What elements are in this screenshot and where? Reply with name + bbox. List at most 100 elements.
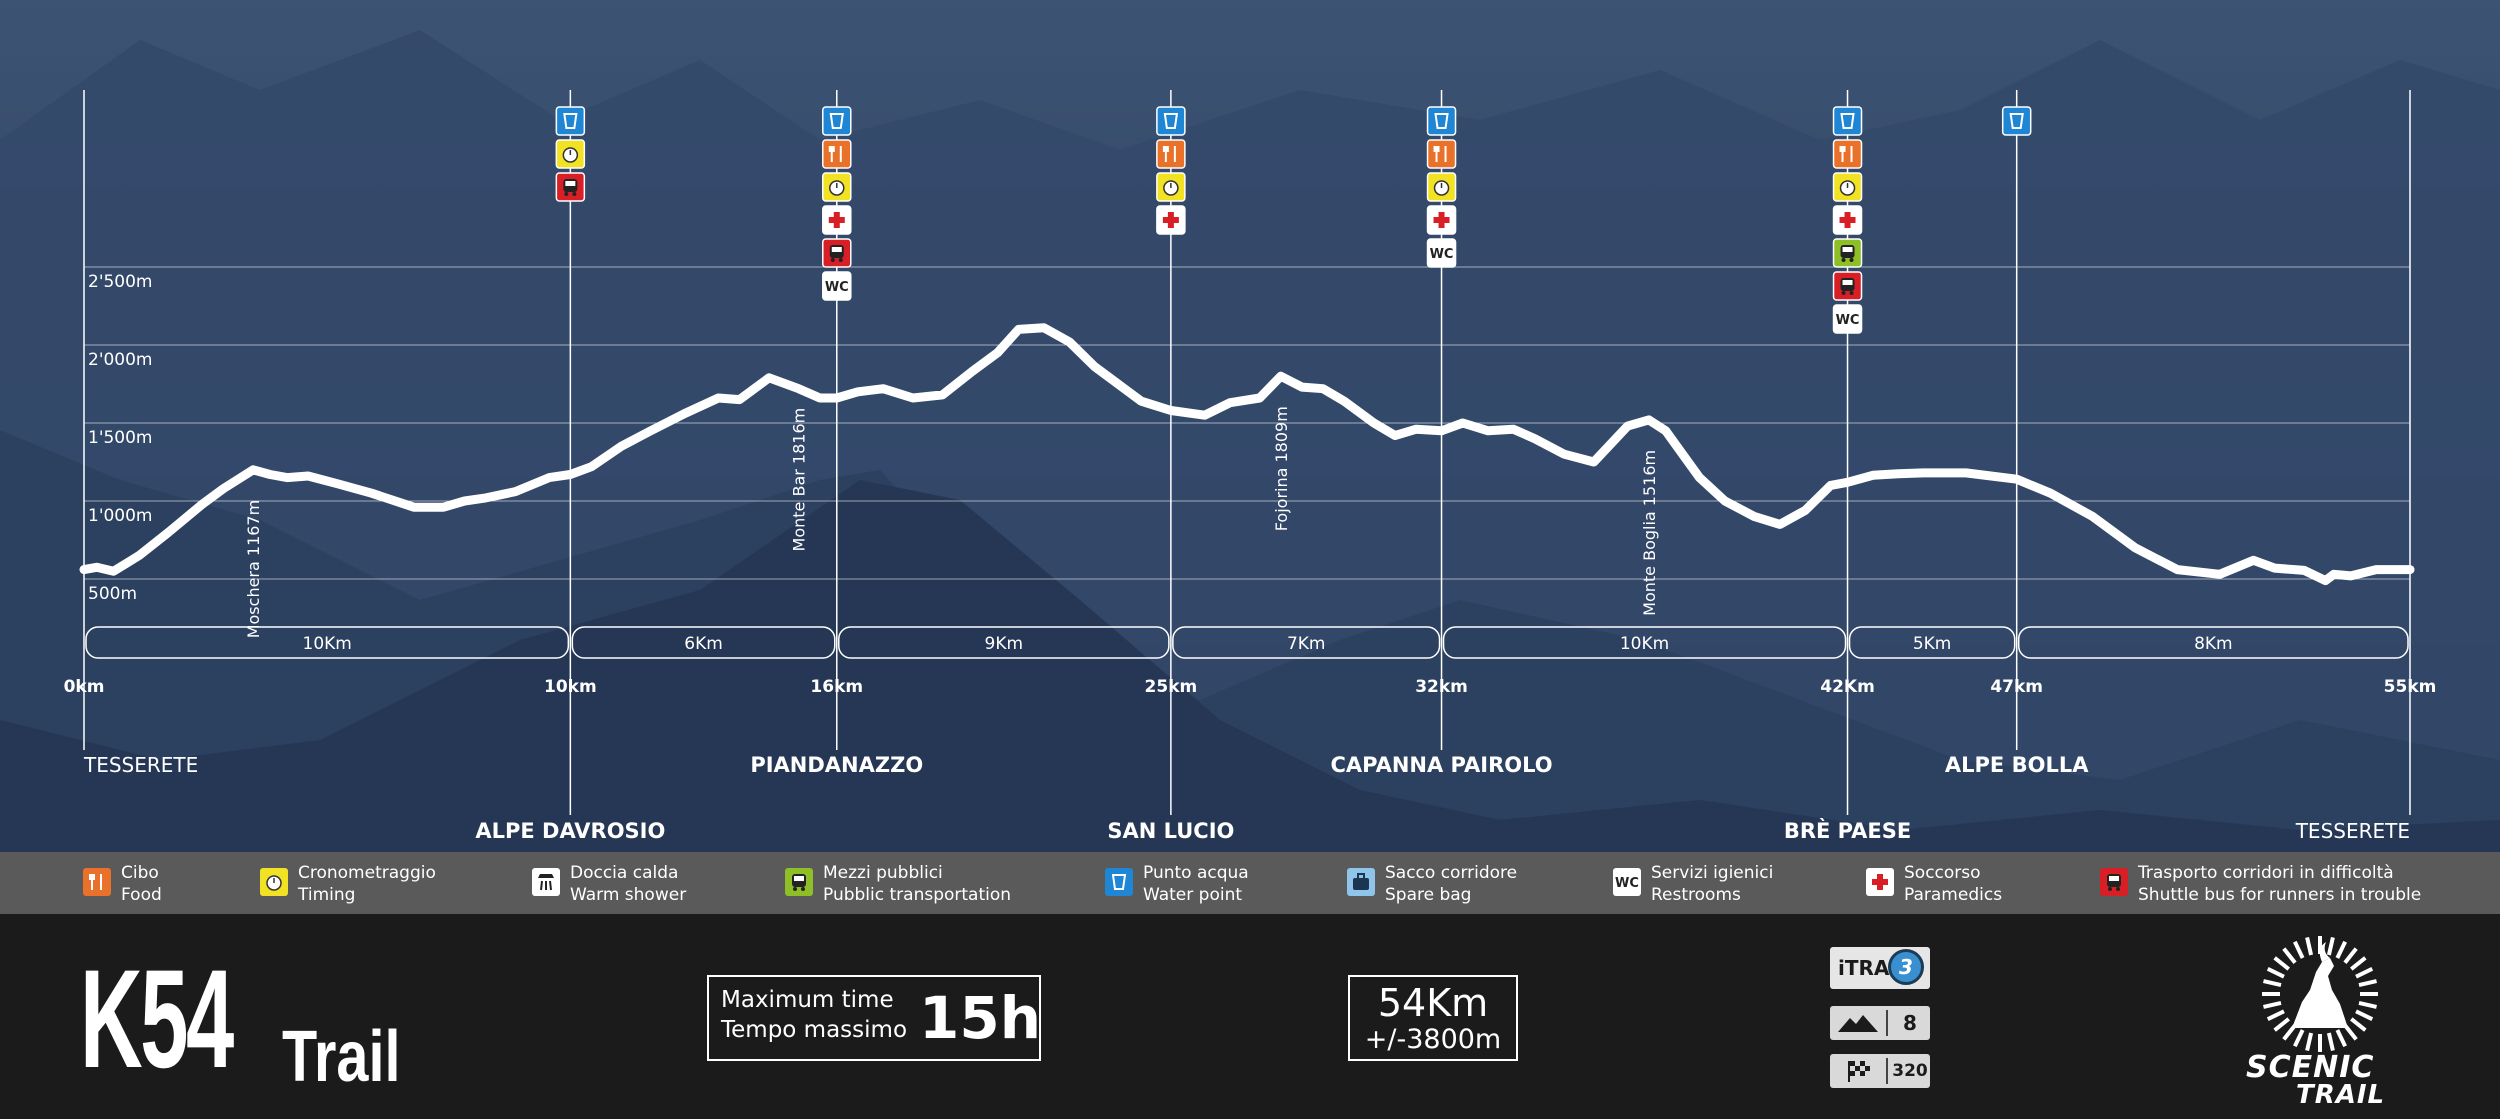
segment-label: 10Km — [1620, 634, 1669, 654]
service-food — [1426, 139, 1457, 169]
legend-text: Doccia calda Warm shower — [570, 862, 686, 906]
sun-ray — [2273, 1017, 2290, 1032]
elevation-profile-line — [79, 323, 2415, 586]
legend-label-it: Cibo — [121, 863, 159, 883]
sun-ray — [2355, 967, 2374, 979]
distance-segments: 10Km 6Km 9Km 7Km 10Km 5Km 8Km — [85, 626, 2409, 659]
legend-label-en: Restrooms — [1651, 885, 1741, 905]
x-tick-label: 32km — [1415, 677, 1468, 697]
logo-word-trail: TRAIL — [2296, 1080, 2386, 1110]
bus-wheel — [1841, 291, 1846, 295]
legend-label-en: Timing — [298, 885, 356, 905]
water-glass-icon — [829, 113, 844, 129]
legend-glyph — [1872, 874, 1888, 890]
bus-icon — [785, 868, 813, 896]
legend-label-it: Soccorso — [1904, 863, 1981, 883]
sun-ray — [2335, 940, 2347, 959]
service-water — [1426, 106, 1457, 136]
shower-drop — [549, 880, 552, 891]
water-glass-icon — [1840, 113, 1855, 129]
race-code: K54 — [80, 940, 234, 1097]
checkpoint-name: BRÈ PAESE — [1784, 818, 1911, 843]
service-tile — [1832, 304, 1863, 334]
service-tile — [1832, 106, 1863, 136]
checkpoint-name: ALPE DAVROSIO — [475, 819, 665, 843]
legend-label-it: Mezzi pubblici — [823, 863, 943, 883]
sun-ray — [2350, 956, 2367, 971]
bus-wheel — [2108, 887, 2112, 891]
race-type: Trail — [282, 1017, 401, 1097]
service-icons: WC WC WC — [555, 106, 2032, 334]
legend-glyph — [538, 874, 554, 891]
service-water — [1156, 106, 1186, 136]
red-cross-icon — [828, 212, 845, 228]
bus-window — [2109, 876, 2119, 881]
service-wc: WC — [1426, 238, 1457, 268]
elevation-value: +/-3800m — [1364, 1024, 1502, 1055]
fork-knife-icon — [828, 146, 842, 162]
water-glass-icon — [1434, 113, 1449, 129]
sun-ray — [2358, 1000, 2377, 1009]
service-timing — [822, 172, 852, 202]
legend-glyph — [89, 874, 102, 890]
mountain-icon — [1838, 1015, 1878, 1032]
service-water — [2001, 106, 2032, 136]
segment-label: 8Km — [2194, 634, 2233, 654]
segment-pill — [838, 626, 1170, 659]
legend-text: Servizi igienici Restrooms — [1651, 862, 1773, 906]
badge-divider — [1886, 1010, 1888, 1036]
legend-text: Punto acqua Water point — [1143, 862, 1249, 906]
checkpoint-name: SAN LUCIO — [1107, 819, 1234, 843]
checkpoint-name: TESSERETE — [83, 753, 198, 777]
itra-points: 3 — [1888, 949, 1924, 985]
service-tile — [1156, 139, 1186, 169]
x-axis-labels: 0km 10km 16km 25km 32km 42Km 47km 55km — [64, 677, 2437, 697]
bus-window — [1842, 280, 1853, 285]
legend-label-en: Shuttle bus for runners in trouble — [2138, 885, 2422, 905]
finisher-points-value: 320 — [1892, 1061, 1928, 1081]
legend-label-en: Paramedics — [1904, 885, 2003, 905]
bus-wheel — [830, 258, 835, 262]
sun-ray — [2263, 1000, 2282, 1009]
service-tile — [1426, 139, 1457, 169]
service-shuttle — [822, 238, 852, 268]
y-tick-label: 2'500m — [88, 272, 153, 292]
bus-wheel — [801, 887, 805, 891]
red-cross-icon — [1872, 874, 1888, 890]
legend-text: Mezzi pubblici Pubblic transportation — [823, 862, 1011, 906]
distance-value: 54Km — [1377, 981, 1489, 1025]
service-tile — [2001, 106, 2032, 136]
bag-body — [1353, 878, 1369, 890]
legend-glyph — [266, 875, 282, 891]
race-name: K54 Trail — [80, 940, 400, 1098]
sun-ray — [2266, 1009, 2285, 1021]
sun-ray — [2326, 937, 2335, 956]
y-tick-label: 1'000m — [88, 506, 153, 526]
service-tile — [1156, 106, 1186, 136]
legend-label-en: Spare bag — [1385, 885, 1472, 905]
finisher-points-badge: 320 — [1830, 1054, 1930, 1088]
sun-ray — [2273, 956, 2290, 971]
service-tile — [822, 106, 852, 136]
bus-wheel — [1841, 258, 1846, 262]
legend-label-it: Trasporto corridori in difficoltà — [2138, 863, 2394, 883]
segment-pill — [1848, 626, 2016, 659]
mountain-level-value: 8 — [1903, 1011, 1917, 1035]
grid — [84, 266, 2410, 580]
sun-ray — [2343, 947, 2358, 964]
sun-ray — [2293, 940, 2305, 959]
peak-annotation: Moschera 1167m — [244, 500, 263, 638]
legend-text: Soccorso Paramedics — [1904, 862, 2002, 906]
legend-label-it: Punto acqua — [1143, 863, 1249, 883]
shower-drop — [540, 880, 543, 891]
legend-bar: Cibo Food Cronometraggio Timing Doccia calda… — [0, 852, 2500, 914]
legend-glyph — [1111, 874, 1127, 890]
wc-icon: WC — [825, 280, 849, 295]
sun-ray — [2282, 947, 2297, 964]
water-glass-icon — [2009, 113, 2024, 129]
service-medic — [1156, 205, 1186, 235]
max-time-label-it: Tempo massimo — [721, 1017, 908, 1043]
x-tick-label: 10km — [544, 677, 597, 697]
near-mountains — [0, 480, 2500, 852]
